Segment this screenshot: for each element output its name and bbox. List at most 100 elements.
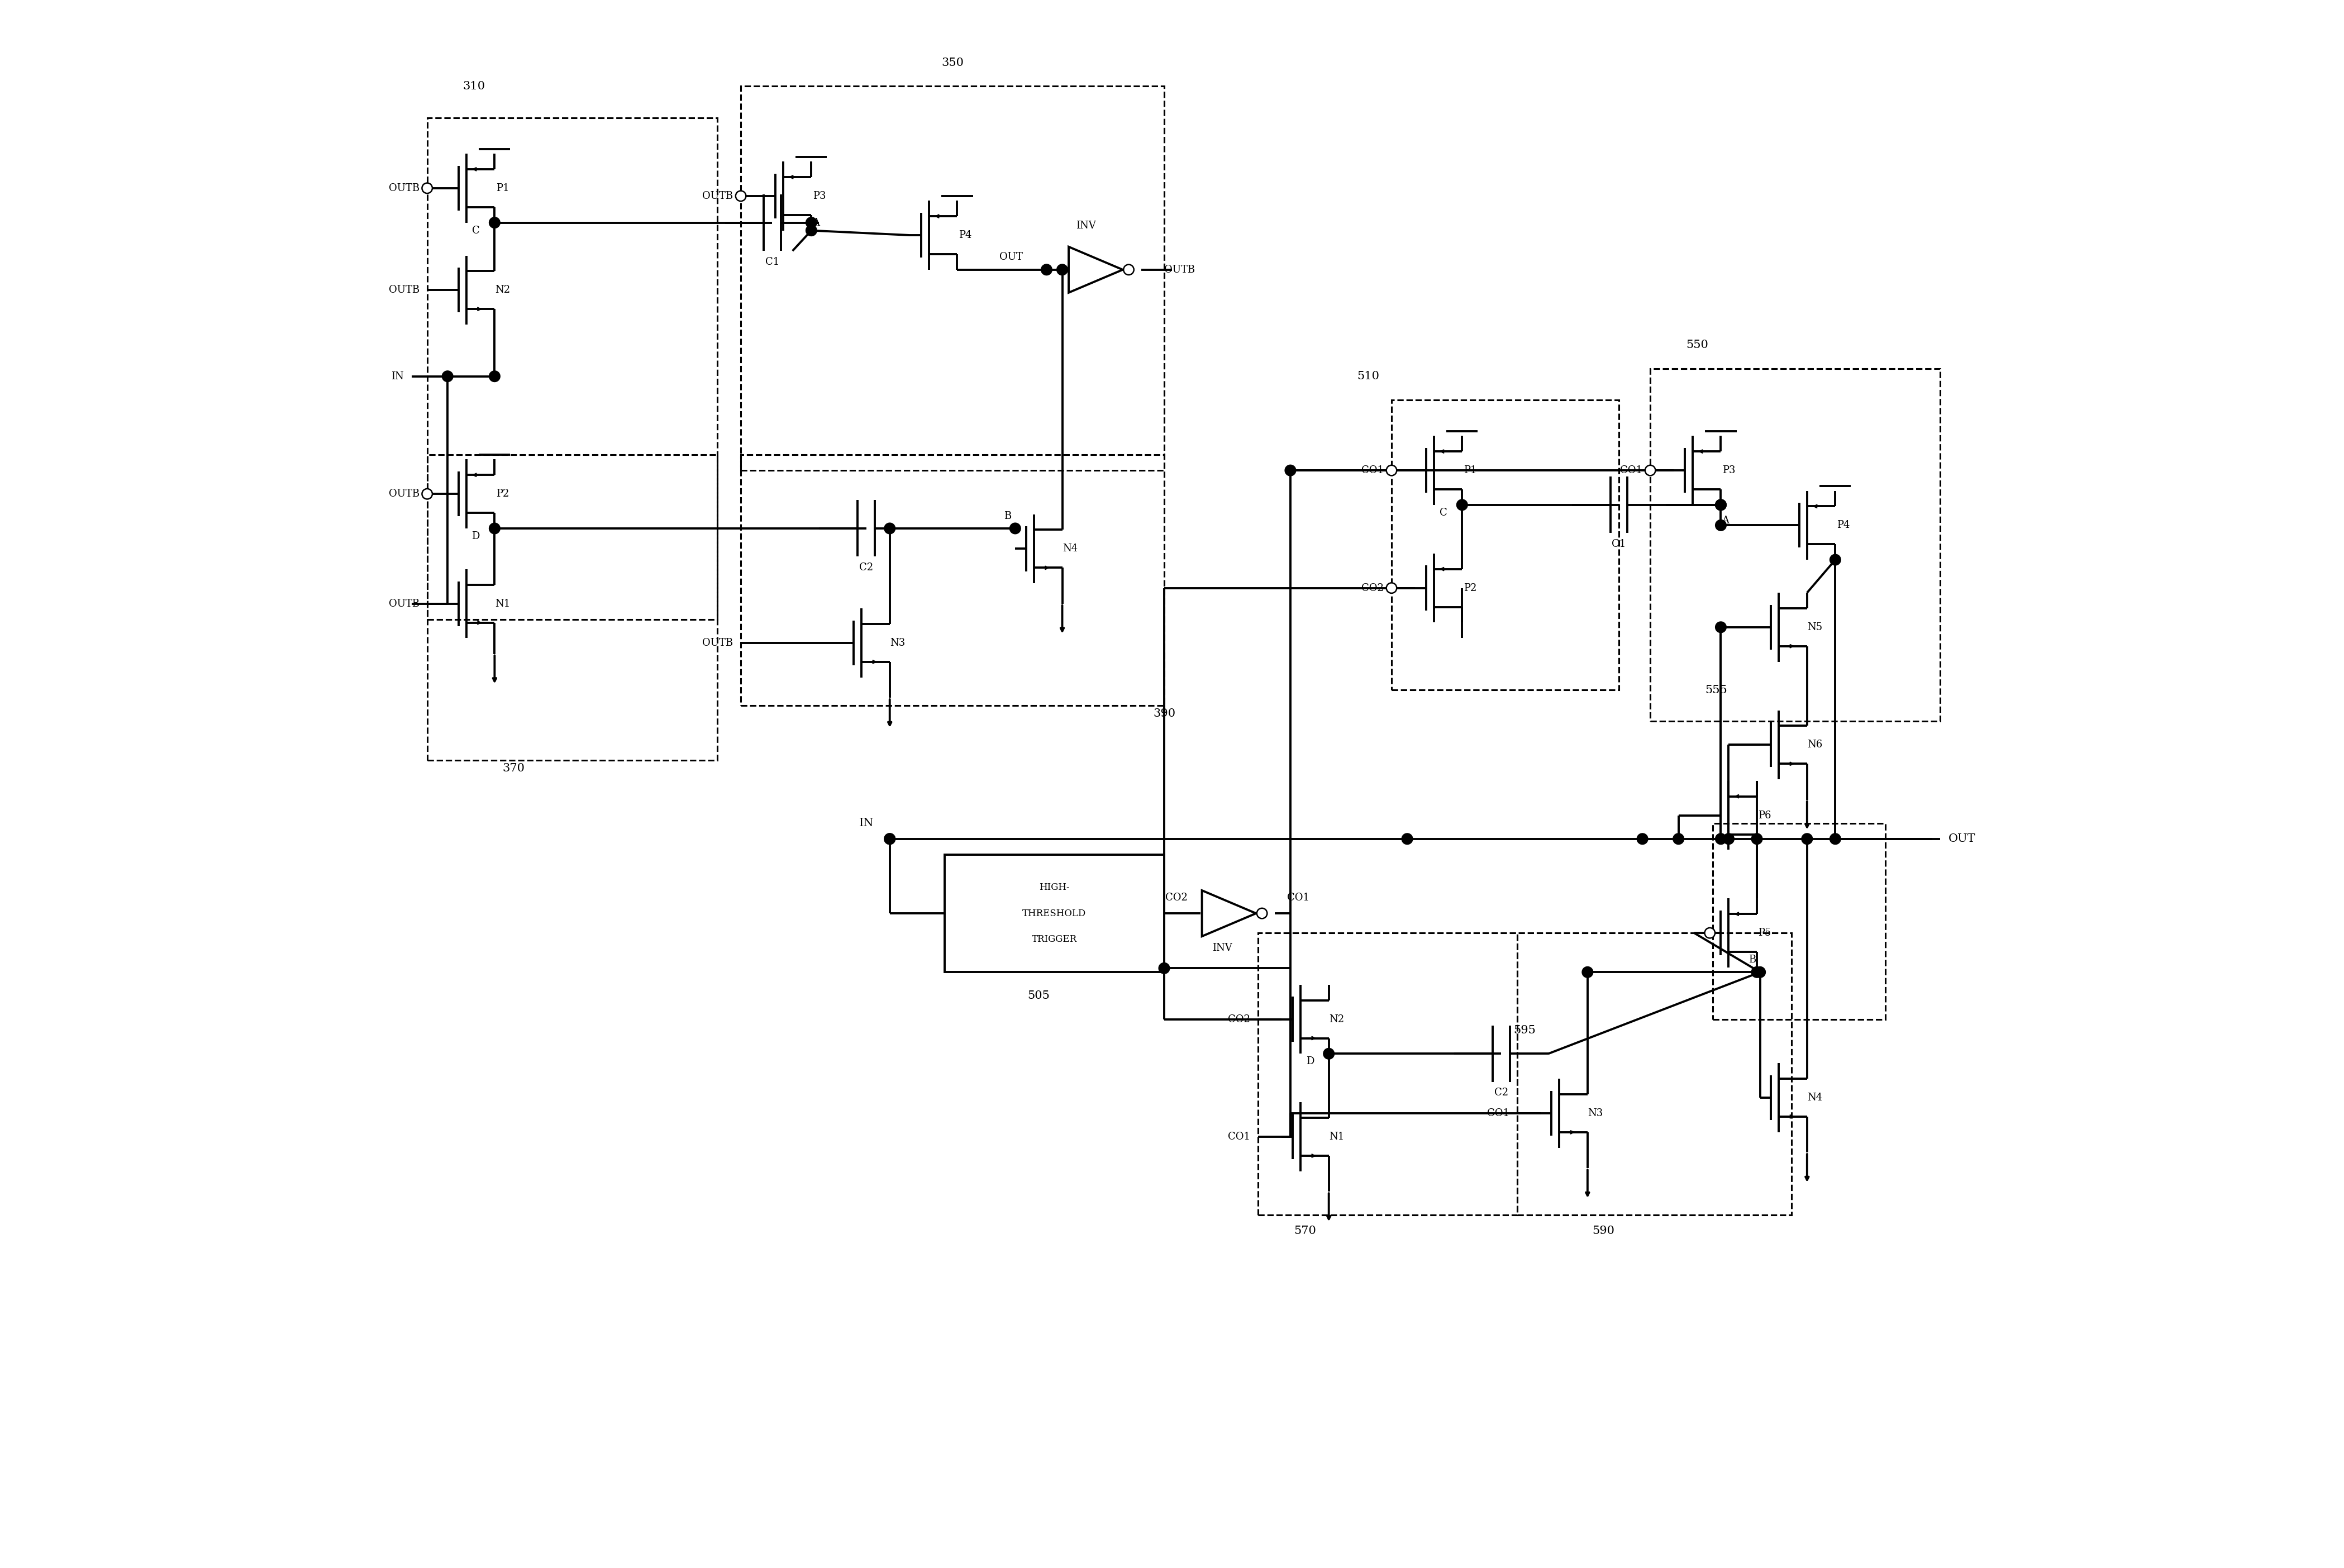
Circle shape — [490, 524, 499, 533]
Text: OUTB: OUTB — [389, 285, 420, 295]
Circle shape — [1803, 834, 1812, 844]
Bar — [945, 855, 1165, 972]
Text: N2: N2 — [1329, 1014, 1343, 1024]
Text: A: A — [1723, 516, 1730, 525]
Bar — [741, 86, 1165, 470]
Text: C1: C1 — [764, 257, 778, 267]
Text: 370: 370 — [502, 764, 525, 773]
Text: P5: P5 — [1758, 928, 1772, 938]
Text: CO2: CO2 — [1165, 892, 1188, 903]
Bar — [741, 455, 1165, 706]
Text: P3: P3 — [1723, 466, 1735, 475]
Circle shape — [1831, 834, 1840, 844]
Circle shape — [1751, 834, 1763, 844]
Text: A: A — [813, 218, 820, 227]
Circle shape — [1716, 521, 1725, 530]
Text: OUT: OUT — [1948, 834, 1976, 844]
Text: INV: INV — [1076, 221, 1095, 230]
Text: P2: P2 — [497, 489, 509, 499]
Text: N5: N5 — [1807, 622, 1824, 632]
Text: OUTB: OUTB — [389, 183, 420, 193]
Circle shape — [1123, 265, 1134, 274]
Text: OUTB: OUTB — [703, 191, 734, 201]
Text: P4: P4 — [959, 230, 970, 240]
Text: 390: 390 — [1153, 709, 1174, 718]
Circle shape — [1057, 263, 1069, 276]
Text: THRESHOLD: THRESHOLD — [1022, 908, 1085, 919]
Text: CO1: CO1 — [1287, 892, 1310, 903]
Circle shape — [1716, 499, 1725, 511]
Text: CO1: CO1 — [1620, 466, 1643, 475]
Bar — [427, 455, 717, 760]
Text: P4: P4 — [1838, 521, 1849, 530]
Text: P1: P1 — [1463, 466, 1477, 475]
Text: INV: INV — [1212, 942, 1233, 953]
Text: CO1: CO1 — [1486, 1109, 1510, 1118]
Text: C: C — [471, 226, 481, 235]
Text: 350: 350 — [942, 58, 963, 67]
Text: 555: 555 — [1704, 685, 1728, 695]
Bar — [1392, 400, 1620, 690]
Circle shape — [490, 216, 499, 229]
Circle shape — [884, 834, 895, 844]
Text: N1: N1 — [495, 599, 511, 608]
Circle shape — [884, 524, 895, 533]
Circle shape — [1158, 963, 1170, 974]
Text: 310: 310 — [464, 82, 485, 91]
Text: N4: N4 — [1807, 1093, 1824, 1102]
Circle shape — [490, 370, 499, 383]
Text: OUTB: OUTB — [1165, 265, 1195, 274]
Text: P6: P6 — [1758, 811, 1772, 820]
Text: B: B — [1749, 955, 1756, 964]
Circle shape — [1385, 466, 1397, 475]
Text: N4: N4 — [1062, 544, 1078, 554]
Bar — [1259, 933, 1517, 1215]
Circle shape — [1831, 555, 1840, 566]
Text: 550: 550 — [1685, 340, 1709, 350]
Text: CO2: CO2 — [1228, 1014, 1249, 1024]
Text: CO2: CO2 — [1362, 583, 1383, 593]
Text: P3: P3 — [813, 191, 825, 201]
Circle shape — [1041, 263, 1052, 276]
Circle shape — [1636, 834, 1648, 844]
Text: OUTB: OUTB — [389, 599, 420, 608]
Circle shape — [806, 224, 816, 237]
Text: 510: 510 — [1357, 372, 1378, 381]
Circle shape — [1256, 908, 1268, 919]
Text: 595: 595 — [1514, 1025, 1535, 1035]
Circle shape — [1716, 621, 1725, 632]
Text: P2: P2 — [1463, 583, 1477, 593]
Text: D: D — [471, 532, 481, 541]
Text: OUT: OUT — [999, 252, 1022, 262]
Circle shape — [422, 183, 431, 193]
Text: N1: N1 — [1329, 1132, 1343, 1142]
Text: P1: P1 — [497, 183, 509, 193]
Bar — [427, 118, 717, 619]
Circle shape — [1010, 524, 1020, 533]
Text: N3: N3 — [1587, 1109, 1603, 1118]
Circle shape — [443, 370, 452, 383]
Circle shape — [1402, 834, 1413, 844]
Circle shape — [422, 489, 431, 499]
Text: N2: N2 — [495, 285, 511, 295]
Circle shape — [1385, 583, 1397, 593]
Circle shape — [1716, 834, 1725, 844]
Text: HIGH-: HIGH- — [1038, 883, 1069, 892]
Text: D: D — [1306, 1057, 1315, 1066]
Text: 505: 505 — [1027, 991, 1050, 1000]
Text: OUTB: OUTB — [703, 638, 734, 648]
Circle shape — [1324, 1049, 1334, 1060]
Circle shape — [1751, 966, 1763, 978]
Circle shape — [1723, 834, 1735, 844]
Bar — [1517, 933, 1791, 1215]
Text: IN: IN — [391, 372, 403, 381]
Circle shape — [1704, 928, 1716, 938]
Circle shape — [1456, 499, 1467, 511]
Text: CO1: CO1 — [1362, 466, 1383, 475]
Text: IN: IN — [860, 818, 874, 828]
Text: N3: N3 — [891, 638, 905, 648]
Bar — [1650, 368, 1941, 721]
Text: N6: N6 — [1807, 740, 1824, 750]
Text: C: C — [1439, 508, 1446, 517]
Circle shape — [1582, 966, 1594, 978]
